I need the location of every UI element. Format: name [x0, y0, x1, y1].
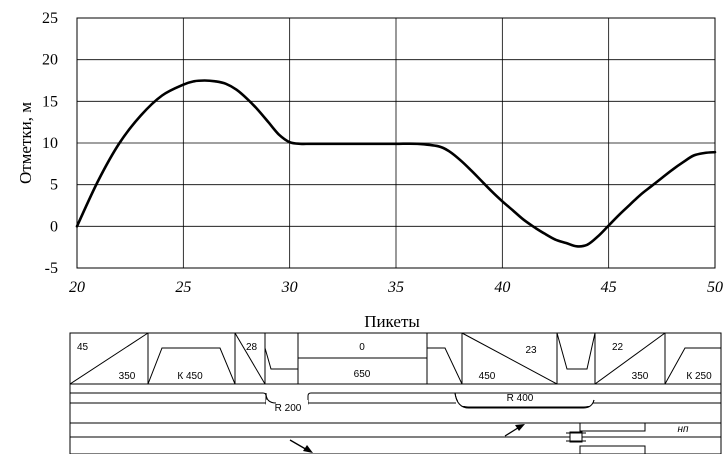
length-value: 350 — [119, 371, 136, 382]
chart-series — [75, 79, 717, 248]
x-tick-label: 25 — [175, 279, 191, 296]
grade-value: 23 — [525, 345, 537, 356]
cut-shape — [556, 332, 596, 370]
y-tick-label: 10 — [42, 135, 58, 152]
culvert-icon — [569, 431, 583, 443]
y-tick-label: 5 — [50, 177, 58, 194]
y-tick-label: 20 — [42, 52, 58, 69]
x-tick-label: 30 — [281, 279, 298, 296]
cut-shape — [147, 347, 236, 385]
grade-value: 45 — [77, 342, 89, 353]
length-value: 650 — [354, 369, 371, 380]
note-label: нп — [677, 424, 689, 435]
x-tick-label: 40 — [494, 279, 510, 296]
y-tick-label: 15 — [42, 93, 58, 110]
plot-frame — [76, 17, 716, 269]
grade-value: 22 — [612, 342, 624, 353]
curve-r200 — [70, 392, 721, 407]
grade-diagonal — [461, 332, 558, 385]
y-tick-label: -5 — [45, 260, 58, 277]
length-value: К 250 — [686, 371, 712, 382]
y-tick-label: 25 — [42, 10, 58, 27]
x-axis-label: Пикеты — [364, 312, 420, 331]
curve-label: R 400 — [507, 393, 534, 404]
curve-r200-mask — [266, 400, 308, 410]
chart-axes — [76, 17, 716, 269]
y-axis-label: Отметки, м — [16, 102, 35, 184]
grade-diagonal — [69, 332, 149, 385]
x-tick-label: 45 — [601, 279, 617, 296]
cut-shape — [264, 347, 298, 370]
grade-value: 0 — [359, 342, 365, 353]
structure-bracket — [579, 445, 646, 454]
structure-bracket — [579, 423, 646, 432]
x-tick-label: 20 — [69, 279, 85, 296]
curve-r400 — [454, 392, 595, 409]
grade-diagonal — [234, 332, 266, 385]
arrow-head-icon — [515, 424, 525, 431]
cut-shape — [427, 347, 463, 385]
grade-value: 28 — [246, 342, 258, 353]
profile-table: 45 350 К 450 28 0 650 23 450 22 350 К 25… — [69, 332, 722, 454]
length-value: 350 — [632, 371, 649, 382]
arrow-head-icon — [303, 445, 313, 453]
curve-r200-arc — [265, 392, 277, 404]
elevation-series-line — [75, 79, 717, 248]
curve-label: R 200 — [275, 403, 302, 414]
cut-shape — [664, 347, 721, 385]
length-value: 450 — [479, 371, 496, 382]
x-tick-label: 35 — [387, 279, 404, 296]
grade-diagonal — [594, 332, 666, 385]
x-tick-label: 50 — [707, 279, 723, 296]
curve-r400-mask — [456, 401, 593, 406]
length-value: К 450 — [177, 371, 203, 382]
y-tick-label: 0 — [50, 218, 58, 235]
